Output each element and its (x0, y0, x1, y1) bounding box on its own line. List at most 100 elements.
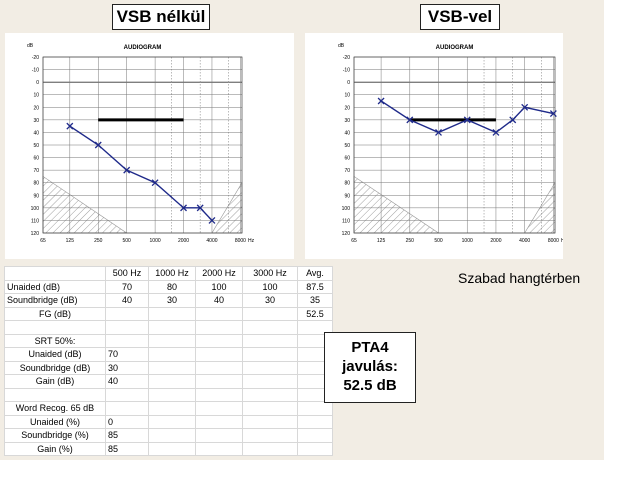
pta-line-2: javulás: (342, 358, 398, 375)
table-cell: 80 (148, 279, 196, 294)
x-tick-label: 500 (434, 238, 443, 244)
table-cell (105, 306, 149, 321)
audiogram-panel-left: AUDIOGRAM dB Hz -20 -10 0 10 20 30 40 50 60 70 80 90 10… (5, 33, 294, 259)
y-axis-unit-label: dB (338, 43, 345, 49)
table-row (4, 387, 333, 402)
table-header-cell: Avg. (297, 266, 333, 281)
y-tick-label: 10 (344, 93, 350, 99)
table-header-cell (4, 266, 106, 281)
x-tick-label: 1000 (150, 238, 161, 244)
pta-line-1: PTA4 (351, 339, 389, 356)
data-point-marker (406, 116, 414, 124)
y-tick-label: 50 (344, 143, 350, 149)
table-cell: 52.5 (297, 306, 333, 321)
word-recog-title: Word Recog. 65 dB (4, 401, 106, 416)
y-tick-label: 40 (344, 130, 350, 136)
table-cell: 87.5 (297, 279, 333, 294)
y-tick-label: 70 (344, 168, 350, 174)
x-tick-label: 500 (123, 238, 132, 244)
table-row: SRT 50%: (4, 333, 333, 348)
y-tick-label: 120 (31, 231, 40, 237)
results-table: 500 Hz 1000 Hz 2000 Hz 3000 Hz Avg. Unai… (4, 266, 333, 456)
data-point-marker (94, 141, 102, 149)
row-label: Soundbridge (dB) (4, 293, 106, 308)
x-tick-label: 2000 (178, 238, 189, 244)
data-point-marker (123, 166, 131, 174)
table-cell: 30 (105, 360, 149, 375)
x-tick-label: 2000 (490, 238, 501, 244)
pta-line-3: 52.5 dB (343, 377, 397, 394)
table-cell: 85 (105, 428, 149, 443)
table-cell (148, 306, 196, 321)
background-band-bottom (0, 460, 638, 485)
pta4-improvement-box: PTA4 javulás: 52.5 dB (324, 332, 416, 403)
free-field-caption: Szabad hangtérben (458, 270, 581, 286)
table-row: Soundbridge (dB) 30 (4, 360, 333, 375)
data-point-marker (208, 216, 216, 224)
y-tick-label: 110 (342, 218, 350, 224)
y-tick-label: 80 (33, 181, 39, 187)
series-line (69, 125, 213, 221)
hatched-region-low (353, 175, 440, 234)
y-tick-label: 10 (33, 93, 39, 99)
y-tick-label: 100 (31, 206, 40, 212)
data-point-marker (151, 179, 159, 187)
background-band-right (604, 0, 638, 485)
data-point-marker (521, 103, 529, 111)
table-cell: 70 (105, 347, 149, 362)
data-point-marker (435, 128, 442, 136)
data-point-marker (509, 116, 517, 124)
hatched-region-low (42, 175, 128, 234)
table-cell: 40 (105, 374, 149, 389)
table-row: FG (dB) 52.5 (4, 306, 333, 321)
row-label: Soundbridge (%) (4, 428, 106, 443)
table-row (4, 320, 333, 335)
table-cell (242, 306, 298, 321)
srt-title: SRT 50%: (4, 333, 106, 348)
audiogram-title: AUDIOGRAM (436, 45, 474, 51)
audiogram-chart-right: AUDIOGRAM dB Hz -20 -10 0 10 20 30 40 50 60 70 80 90 10… (338, 43, 568, 244)
row-label: FG (dB) (4, 306, 106, 321)
heading-left: VSB nélkül (112, 4, 210, 30)
table-header-row: 500 Hz 1000 Hz 2000 Hz 3000 Hz Avg. (4, 266, 333, 281)
table-row: Unaided (dB) 70 (4, 347, 333, 362)
y-axis-unit-label: dB (27, 43, 34, 49)
y-tick-label: 50 (33, 143, 39, 149)
table-cell: 100 (195, 279, 243, 294)
plot-frame (42, 56, 243, 234)
x-tick-label: 65 (40, 238, 46, 244)
table-header-cell: 500 Hz (105, 266, 149, 281)
x-tick-label: 1000 (462, 238, 473, 244)
table-header-cell: 3000 Hz (242, 266, 298, 281)
table-cell: 100 (242, 279, 298, 294)
y-tick-label: 100 (342, 206, 351, 212)
y-tick-label: 0 (347, 80, 350, 86)
y-tick-label: 90 (33, 193, 39, 199)
y-tick-label: -10 (32, 68, 39, 74)
audiogram-panel-right: AUDIOGRAM dB Hz -20 -10 0 10 20 30 40 50 60 70 80 90 10… (305, 33, 568, 259)
y-tick-label: 60 (344, 156, 350, 162)
table-cell: 30 (242, 293, 298, 308)
data-point-marker (377, 97, 385, 105)
x-tick-label: 65 (351, 238, 357, 244)
data-point-marker (196, 204, 204, 212)
row-label: Unaided (dB) (4, 347, 106, 362)
y-tick-label: 0 (36, 80, 39, 86)
table-cell: 0 (105, 414, 149, 429)
table-row: Gain (dB) 40 (4, 374, 333, 389)
table-cell: 40 (195, 293, 243, 308)
y-tick-label: -20 (343, 55, 350, 61)
y-tick-label: 30 (33, 118, 39, 124)
y-tick-label: 20 (344, 105, 350, 111)
y-tick-label: -20 (32, 55, 39, 61)
x-tick-label: 8000 (235, 238, 246, 244)
row-label: Unaided (%) (4, 414, 106, 429)
table-header-cell: 1000 Hz (148, 266, 196, 281)
table-cell (195, 306, 243, 321)
audiogram-chart-left: AUDIOGRAM dB Hz -20 -10 0 10 20 30 40 50 60 70 80 90 10… (27, 43, 255, 244)
table-row: Gain (%) 85 (4, 441, 333, 456)
table-cell: 70 (105, 279, 149, 294)
x-tick-label: 250 (406, 238, 415, 244)
y-tick-label: 90 (344, 193, 350, 199)
y-tick-label: 30 (344, 118, 350, 124)
